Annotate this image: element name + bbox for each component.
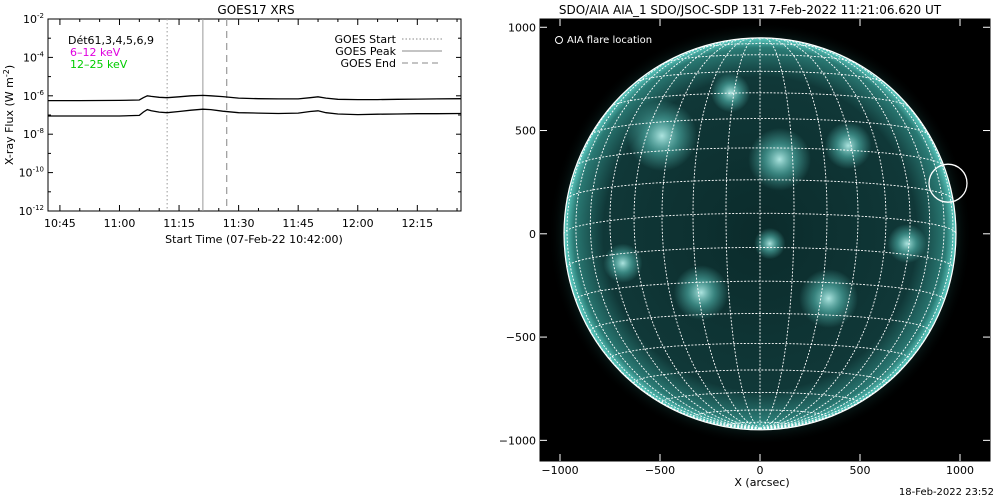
aia-legend-label: AIA flare location	[567, 35, 652, 46]
legend-goes-peak: GOES Peak	[335, 45, 396, 58]
goes-series-group	[48, 94, 462, 117]
goes-event-lines	[166, 19, 228, 211]
active-region-glow	[603, 243, 643, 283]
goes-xtick-label: 12:00	[342, 217, 374, 230]
legend-band-high: 12–25 keV	[70, 58, 128, 71]
render-timestamp: 18-Feb-2022 23:52	[898, 487, 994, 498]
aia-x-axis: −1000 −500 0 500 1000	[541, 19, 974, 477]
aia-xtick-label: −1000	[541, 464, 578, 477]
active-regions	[603, 73, 927, 328]
goes-ytick-label: 10-10	[19, 166, 44, 180]
grid-line	[590, 118, 930, 135]
aia-ytick-label: −500	[506, 331, 536, 344]
aia-ytick-label: 500	[515, 125, 536, 138]
goes-xtick-label: 11:00	[104, 217, 136, 230]
active-region-glow	[711, 73, 751, 113]
grid-line	[759, 45, 945, 430]
aia-ytick-label: 1000	[508, 21, 536, 34]
aia-xtick-label: 500	[850, 464, 871, 477]
legend-goes-end: GOES End	[340, 57, 396, 70]
grid-line	[633, 38, 761, 430]
solar-limb	[563, 37, 957, 431]
grid-line	[663, 54, 857, 64]
legend-band-low: 6–12 keV	[70, 46, 121, 59]
grid-line	[566, 68, 761, 430]
grid-line	[635, 70, 885, 83]
grid-line	[759, 37, 828, 430]
aia-xtick-label: 1000	[946, 464, 974, 477]
aia-xtick-label: 0	[757, 464, 764, 477]
goes-ytick-label: 10-8	[23, 127, 44, 141]
goes-series-1-line	[48, 108, 462, 117]
aia-image-panel: SDO/AIA AIA_1 SDO/JSOC-SDP 131 7-Feb-202…	[500, 3, 991, 489]
grid-line	[692, 37, 761, 430]
legend-flare-marker-icon	[555, 36, 563, 44]
aia-ytick-label: 0	[529, 228, 536, 241]
goes-xtick-label: 11:45	[282, 217, 314, 230]
goes-xrs-chart: GOES17 XRS 10-12 10-10 10-8 10-6 10-4 10-2 10…	[2, 3, 462, 246]
legend-goes-start: GOES Start	[335, 33, 397, 46]
aia-ytick-label: −1000	[500, 434, 536, 447]
grid-line	[610, 92, 910, 108]
active-region-glow	[626, 100, 698, 172]
goes-ytick-label: 10-2	[23, 12, 44, 26]
goes-series-0-line	[48, 94, 462, 102]
aia-y-axis: −1000 −500 0 500 1000	[500, 21, 990, 447]
aia-title: SDO/AIA AIA_1 SDO/JSOC-SDP 131 7-Feb-202…	[559, 3, 942, 17]
goes-x-axis: 10:45 11:00 11:15 11:30 11:45 12:00 12:15	[44, 19, 458, 230]
goes-xtick-label: 11:30	[223, 217, 255, 230]
goes-y-axis-label: X-ray Flux (W m-2)	[2, 65, 16, 165]
active-region-glow	[887, 224, 927, 264]
flare-location-circle	[928, 163, 968, 203]
grid-line	[575, 45, 761, 430]
grid-line	[609, 39, 761, 430]
goes-ytick-label: 10-4	[23, 50, 45, 64]
grid-line	[759, 37, 795, 430]
active-region-glow	[748, 127, 811, 191]
grid-line	[661, 38, 761, 430]
active-region-glow	[754, 227, 786, 260]
grid-line	[759, 68, 954, 430]
aia-xtick-label: −500	[645, 464, 675, 477]
aia-x-axis-label: X (arcsec)	[734, 476, 789, 489]
active-region-glow	[824, 122, 872, 170]
active-region-glow	[799, 269, 858, 328]
grid-line	[759, 38, 887, 430]
grid-line	[566, 247, 954, 268]
goes-x-axis-label: Start Time (07-Feb-22 10:42:00)	[165, 233, 343, 246]
grid-line	[759, 40, 931, 430]
legend-detectors: Dét61,3,4,5,6,9	[68, 34, 154, 47]
active-region-glow	[673, 265, 729, 321]
grid-line	[725, 37, 761, 430]
goes-xtick-label: 12:15	[401, 217, 433, 230]
goes-ytick-label: 10-6	[23, 89, 45, 103]
goes-chart-title: GOES17 XRS	[217, 3, 294, 17]
grid-line	[759, 38, 859, 430]
goes-ytick-label: 10-12	[19, 204, 44, 218]
goes-xtick-label: 11:15	[163, 217, 195, 230]
aia-plot-frame	[539, 18, 991, 462]
goes-y-axis: 10-12 10-10 10-8 10-6 10-4 10-2	[19, 12, 461, 218]
goes-xtick-label: 10:45	[44, 217, 76, 230]
grid-line	[759, 39, 911, 430]
grid-line	[589, 40, 761, 430]
grid-line	[609, 342, 911, 360]
